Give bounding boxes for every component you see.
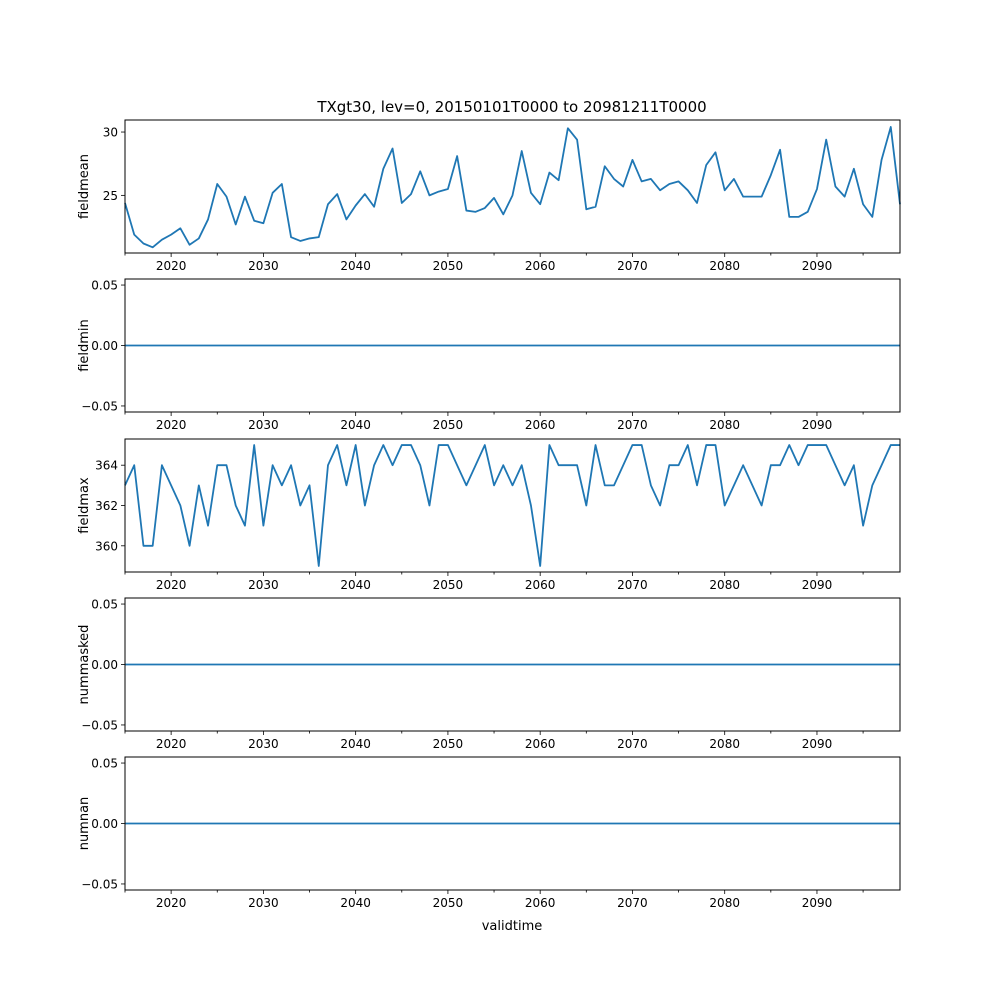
x-tick-label: 2060	[525, 259, 556, 273]
x-tick-label: 2040	[340, 418, 371, 432]
x-tick-label: 2080	[709, 259, 740, 273]
y-tick-label: 0.00	[91, 339, 118, 353]
panels: 2020 2030 2040 2050 2060 2070 2080 2090 25 30 fiel…	[77, 119, 901, 910]
x-tick-label: 2030	[248, 259, 279, 273]
x-tick-label: 2020	[156, 896, 187, 910]
panel-fieldmean: 2020 2030 2040 2050 2060 2070 2080 2090 25 30 fiel…	[77, 119, 901, 273]
x-tick-label: 2060	[525, 896, 556, 910]
x-tick-label: 2090	[802, 896, 833, 910]
y-tick-label: 360	[95, 539, 118, 553]
x-tick-label: 2080	[709, 896, 740, 910]
series-line-fieldmax	[124, 444, 900, 567]
x-tick-label: 2080	[709, 418, 740, 432]
x-tick-label: 2030	[248, 896, 279, 910]
x-axis-label: validtime	[482, 919, 543, 934]
x-tick-label: 2050	[433, 896, 464, 910]
x-tick-label: 2050	[433, 418, 464, 432]
x-tick-label: 2050	[433, 259, 464, 273]
y-tick-label: −0.05	[81, 399, 118, 413]
y-tick-label: −0.05	[81, 877, 118, 891]
x-tick-label: 2090	[802, 737, 833, 751]
x-tick-label: 2050	[433, 737, 464, 751]
y-tick-label: 30	[103, 126, 118, 140]
x-tick-label: 2070	[617, 578, 648, 592]
x-tick-label: 2040	[340, 896, 371, 910]
y-axis-label: fieldmax	[77, 477, 92, 534]
x-tick-label: 2070	[617, 737, 648, 751]
x-tick-label: 2030	[248, 578, 279, 592]
x-tick-label: 2020	[156, 259, 187, 273]
x-tick-label: 2030	[248, 418, 279, 432]
panel-fieldmax: 2020 2030 2040 2050 2060 2070 2080 2090 360 362 36…	[77, 438, 901, 592]
y-axis-label: numnan	[77, 797, 92, 851]
y-tick-label: 0.05	[91, 598, 118, 612]
y-tick-label: 364	[95, 459, 118, 473]
y-axis-label: nummasked	[77, 625, 92, 705]
x-tick-label: 2040	[340, 259, 371, 273]
x-tick-label: 2040	[340, 737, 371, 751]
x-tick-label: 2020	[156, 418, 187, 432]
x-tick-label: 2090	[802, 259, 833, 273]
x-tick-label: 2040	[340, 578, 371, 592]
y-tick-label: 0.00	[91, 817, 118, 831]
x-tick-label: 2060	[525, 418, 556, 432]
x-tick-label: 2060	[525, 737, 556, 751]
x-tick-label: 2070	[617, 896, 648, 910]
x-tick-label: 2060	[525, 578, 556, 592]
axes-frame	[124, 438, 901, 573]
x-tick-label: 2090	[802, 578, 833, 592]
y-tick-label: −0.05	[81, 718, 118, 732]
series-line-fieldmean	[124, 126, 901, 249]
x-tick-label: 2050	[433, 578, 464, 592]
y-axis-label: fieldmin	[77, 319, 92, 372]
axes-frame	[124, 119, 901, 254]
x-tick-label: 2080	[709, 578, 740, 592]
y-tick-label: 25	[103, 189, 118, 203]
y-axis-label: fieldmean	[77, 154, 92, 219]
axes-frame	[124, 597, 901, 732]
panel-fieldmin: 2020 2030 2040 2050 2060 2070 2080 2090 −0.05 0.0…	[77, 278, 901, 432]
x-tick-label: 2070	[617, 259, 648, 273]
x-tick-label: 2080	[709, 737, 740, 751]
x-tick-label: 2030	[248, 737, 279, 751]
y-tick-label: 0.05	[91, 279, 118, 293]
x-tick-label: 2070	[617, 418, 648, 432]
x-tick-label: 2090	[802, 418, 833, 432]
y-tick-label: 0.05	[91, 757, 118, 771]
y-tick-label: 362	[95, 499, 118, 513]
x-tick-label: 2020	[156, 578, 187, 592]
chart-title: TXgt30, lev=0, 20150101T0000 to 20981211…	[316, 98, 706, 116]
axes-frame	[124, 278, 901, 413]
panel-nummasked: 2020 2030 2040 2050 2060 2070 2080 2090 −0.05 0.0…	[77, 597, 901, 751]
panel-numnan: 2020 2030 2040 2050 2060 2070 2080 2090 −0.05 0.0…	[77, 756, 901, 910]
x-tick-label: 2020	[156, 737, 187, 751]
y-tick-label: 0.00	[91, 658, 118, 672]
axes-frame	[124, 756, 901, 891]
